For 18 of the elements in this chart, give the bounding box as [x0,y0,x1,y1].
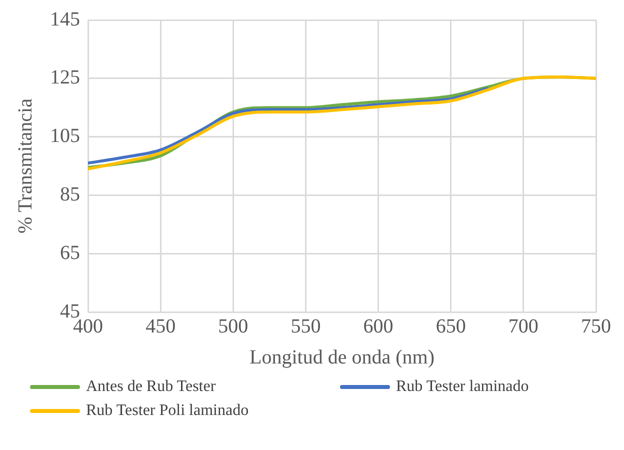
x-tick-label: 450 [146,315,176,338]
x-tick-label: 500 [218,315,248,338]
legend-label: Rub Tester laminado [396,378,529,396]
x-tick-label: 700 [508,315,538,338]
legend-label: Antes de Rub Tester [86,378,216,396]
y-tick-label: 145 [50,8,80,30]
x-tick-label: 600 [363,315,394,338]
x-tick-label: 650 [436,315,466,338]
x-tick-label: 550 [290,315,321,338]
y-tick-label: 85 [60,183,80,206]
x-axis-title: Longitud de onda (nm) [250,346,434,368]
x-tick-label: 750 [581,315,611,338]
line-series [88,87,489,165]
y-axis-title: % Transmitancia [14,98,36,234]
legend-label: Rub Tester Poli laminado [86,402,249,420]
y-tick-label: 105 [50,125,80,148]
y-tick-label: 125 [50,66,80,89]
y-tick-label: 65 [60,242,80,264]
